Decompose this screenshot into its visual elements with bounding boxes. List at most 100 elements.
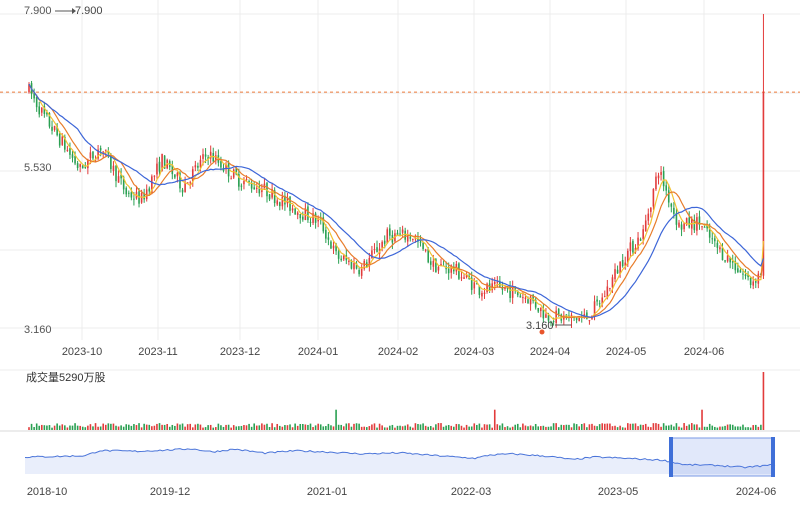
- candle-body: [371, 250, 373, 258]
- volume-bar: [742, 424, 744, 430]
- overview-area: [25, 448, 775, 474]
- candle-body: [744, 274, 747, 277]
- volume-bar: [747, 427, 749, 430]
- candle-body: [312, 213, 314, 223]
- volume-bar: [547, 426, 550, 430]
- volume-bar: [353, 423, 355, 430]
- volume-bar: [273, 427, 276, 430]
- candle-body: [376, 247, 378, 253]
- volume-bar: [555, 423, 557, 430]
- candle-body: [386, 229, 389, 244]
- volume-bar: [358, 423, 360, 430]
- volume-bar: [340, 424, 343, 430]
- candle-body: [204, 154, 207, 157]
- candle-body: [657, 175, 660, 179]
- candle-body: [112, 165, 115, 171]
- volume-bar: [266, 423, 268, 430]
- volume-bar: [189, 423, 192, 430]
- overview-handle[interactable]: [771, 437, 775, 477]
- overview-navigator[interactable]: 2018-10 2019-12 2021-01 2022-03 2023-05 2024-…: [24, 437, 776, 498]
- volume-bar: [690, 423, 693, 430]
- volume-bar: [465, 424, 468, 430]
- candle-body: [652, 188, 655, 207]
- volume-bar: [368, 426, 371, 430]
- candle-body: [102, 151, 105, 153]
- volume-bar: [156, 423, 158, 430]
- x-axis-ticks: 2023-10 2023-11 2023-12 2024-01 2024-02 2024-…: [62, 346, 724, 358]
- candle-body: [417, 237, 419, 242]
- candle-body: [71, 154, 74, 158]
- volume-bar: [383, 427, 386, 430]
- x-tick-label: 2024-01: [298, 346, 338, 358]
- x-tick-label: 2023-12: [220, 346, 260, 358]
- volume-bar: [191, 427, 194, 430]
- volume-bar: [350, 426, 353, 430]
- volume-bar: [248, 423, 250, 430]
- overview-tick-label: 2024-06: [736, 486, 776, 498]
- volume-bar: [665, 425, 667, 430]
- candle-body: [28, 84, 30, 93]
- volume-bar: [432, 427, 435, 430]
- volume-bar: [215, 427, 217, 430]
- volume-bar: [222, 426, 225, 430]
- volume-bar: [499, 425, 501, 430]
- volume-bar: [345, 423, 348, 430]
- volume-bar: [504, 427, 506, 430]
- overview-handle[interactable]: [669, 437, 673, 477]
- candle-body: [158, 161, 161, 172]
- volume-bar: [332, 426, 335, 430]
- volume-bar: [412, 427, 414, 430]
- volume-bar: [673, 426, 675, 430]
- volume-bar: [89, 424, 92, 430]
- candle-body: [202, 154, 204, 159]
- candle-body: [268, 194, 271, 200]
- candle-body: [194, 165, 197, 168]
- candle-body: [534, 299, 537, 308]
- candle-body: [115, 165, 117, 182]
- volume-bar: [611, 426, 614, 430]
- candle-body: [688, 217, 691, 228]
- overview-selection[interactable]: [670, 437, 774, 477]
- volume-bar: [125, 424, 128, 430]
- ma-line-5: [28, 83, 764, 321]
- volume-bar: [148, 424, 151, 430]
- volume-bar: [204, 427, 207, 430]
- volume-bar: [355, 423, 358, 430]
- candle-body: [724, 260, 726, 262]
- candle-body: [140, 192, 143, 203]
- candle-body: [330, 241, 332, 249]
- volume-bar: [365, 427, 368, 430]
- candle-body: [225, 163, 227, 170]
- candle-body: [278, 202, 281, 207]
- volume-bar: [540, 426, 542, 430]
- volume-bar: [417, 423, 419, 430]
- candle-body: [33, 93, 35, 99]
- volume-bar: [258, 425, 261, 430]
- volume-bar: [619, 425, 621, 430]
- volume-bar: [708, 423, 711, 430]
- volume-bar: [99, 426, 102, 430]
- candle-body: [335, 244, 337, 252]
- volume-bar: [278, 425, 281, 430]
- candle-body: [673, 207, 675, 214]
- candle-body: [299, 214, 302, 219]
- candle-body: [491, 283, 493, 291]
- volume-bar: [678, 426, 680, 430]
- volume-bar: [281, 426, 284, 430]
- candle-body: [716, 242, 719, 248]
- volume-bar: [509, 427, 511, 430]
- candle-body: [611, 277, 614, 288]
- volume-bar: [452, 426, 455, 430]
- candle-body: [550, 321, 552, 323]
- candle-body: [163, 155, 166, 169]
- candle-body: [243, 180, 245, 185]
- volume-bar: [632, 423, 634, 430]
- candle-body: [460, 277, 463, 279]
- volume-bar: [534, 423, 537, 430]
- candle-body: [637, 237, 639, 249]
- volume-bar: [163, 424, 166, 430]
- candle-body: [186, 182, 189, 184]
- candle-body: [120, 174, 122, 179]
- volume-bar: [238, 426, 240, 430]
- candle-body: [729, 257, 731, 263]
